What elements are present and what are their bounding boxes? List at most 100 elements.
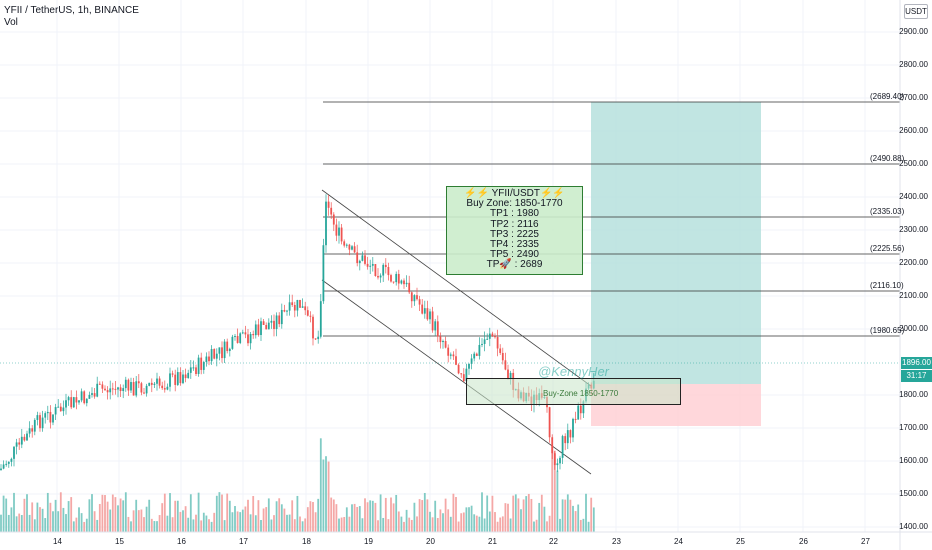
candle-body xyxy=(41,417,44,429)
candle-body xyxy=(166,386,169,390)
candle-body xyxy=(83,391,86,404)
volume-bar xyxy=(44,518,47,532)
volume-bar xyxy=(546,521,548,532)
candle-body xyxy=(197,357,200,374)
tp-level-label: (2116.10) xyxy=(870,281,904,290)
volume-bar xyxy=(361,518,364,532)
volume-bar xyxy=(104,495,106,532)
volume-bar xyxy=(569,499,572,532)
candle-body xyxy=(392,281,395,283)
candle-body xyxy=(423,308,426,314)
candle-body xyxy=(351,246,353,250)
time-axis-label: 17 xyxy=(239,537,248,546)
candle-body xyxy=(494,336,496,338)
candle-body xyxy=(361,255,364,261)
candle-body xyxy=(135,381,138,396)
candle-body xyxy=(215,353,218,359)
trade-info-box[interactable]: ⚡⚡ YFII/USDT⚡⚡ Buy Zone: 1850-1770 TP1 :… xyxy=(446,186,583,275)
volume-bar xyxy=(566,494,569,532)
candle-body xyxy=(265,324,268,330)
volume-bar xyxy=(270,519,273,532)
candle-body xyxy=(156,378,158,384)
volume-bar xyxy=(109,509,112,532)
volume-bar xyxy=(590,497,593,532)
volume-bar xyxy=(127,516,130,532)
candle-body xyxy=(439,336,442,343)
candle-body xyxy=(247,334,249,344)
volume-bar xyxy=(254,515,257,532)
channel-upper xyxy=(321,189,592,387)
candle-body xyxy=(462,374,465,382)
candle-body xyxy=(109,388,112,393)
candle-body xyxy=(405,282,408,285)
price-axis-label: 2300.00 xyxy=(899,225,928,234)
candle-body xyxy=(507,369,509,380)
volume-bar xyxy=(96,519,99,532)
time-axis-label: 20 xyxy=(426,537,435,546)
candle-body xyxy=(59,406,62,412)
volume-bar xyxy=(158,515,161,532)
candle-body xyxy=(267,322,270,330)
candle-body xyxy=(28,428,31,434)
currency-button[interactable]: USDT xyxy=(904,4,928,19)
volume-bar xyxy=(39,507,41,532)
candle-body xyxy=(171,373,174,375)
volume-bar xyxy=(197,492,200,532)
volume-bar xyxy=(319,438,322,532)
price-axis-label: 2000.00 xyxy=(899,324,928,333)
time-axis-label: 22 xyxy=(549,537,558,546)
tp-level-label: (2225.56) xyxy=(870,244,905,253)
volume-bar xyxy=(309,501,312,532)
info-line-tp1: TP1 : 1980 xyxy=(490,208,539,220)
volume-bar xyxy=(301,521,304,532)
time-axis-label: 21 xyxy=(488,537,497,546)
volume-bar xyxy=(392,503,395,532)
volume-bar xyxy=(553,450,556,532)
volume-bar xyxy=(462,512,465,532)
candle-body xyxy=(111,388,114,390)
volume-bar xyxy=(122,500,125,532)
candle-body xyxy=(447,347,450,356)
volume-bar xyxy=(525,496,528,532)
volume-bar xyxy=(241,509,244,532)
price-axis-label: 2900.00 xyxy=(899,27,928,36)
volume-bar xyxy=(325,456,327,532)
candle-body xyxy=(218,347,221,354)
candle-body xyxy=(468,363,470,369)
volume-bar xyxy=(423,492,426,532)
volume-bar xyxy=(530,498,533,532)
candle-body xyxy=(221,347,223,359)
info-line-tp5: TP5 : 2490 xyxy=(490,249,539,261)
volume-bar xyxy=(192,519,195,532)
candle-body xyxy=(174,374,177,385)
volume-bar xyxy=(577,504,580,532)
candle-body xyxy=(470,358,473,364)
volume-bar xyxy=(33,519,36,532)
volume-bar xyxy=(556,470,559,532)
volume-bar xyxy=(213,512,216,532)
candle-body xyxy=(20,436,23,445)
volume-bar xyxy=(88,499,91,532)
volume-bar xyxy=(517,498,520,532)
candle-body xyxy=(332,214,335,225)
volume-bar xyxy=(59,492,62,532)
volume-bar xyxy=(447,509,450,532)
candle-body xyxy=(130,382,132,391)
buy-zone-box[interactable] xyxy=(466,378,681,405)
candle-body xyxy=(572,418,574,438)
candle-body xyxy=(148,382,151,386)
info-line-tp3: TP3 : 2225 xyxy=(490,228,539,240)
candle-body xyxy=(114,388,117,390)
time-axis-label: 23 xyxy=(612,537,621,546)
candle-body xyxy=(421,304,424,314)
volume-bar xyxy=(494,512,496,532)
volume-bar xyxy=(509,518,512,532)
candle-body xyxy=(345,244,348,246)
volume-bar xyxy=(379,494,382,532)
volume-bar xyxy=(291,500,294,532)
candle-body xyxy=(106,390,109,393)
volume-bar xyxy=(200,520,203,532)
candle-body xyxy=(387,267,390,276)
volume-bar xyxy=(587,521,590,532)
